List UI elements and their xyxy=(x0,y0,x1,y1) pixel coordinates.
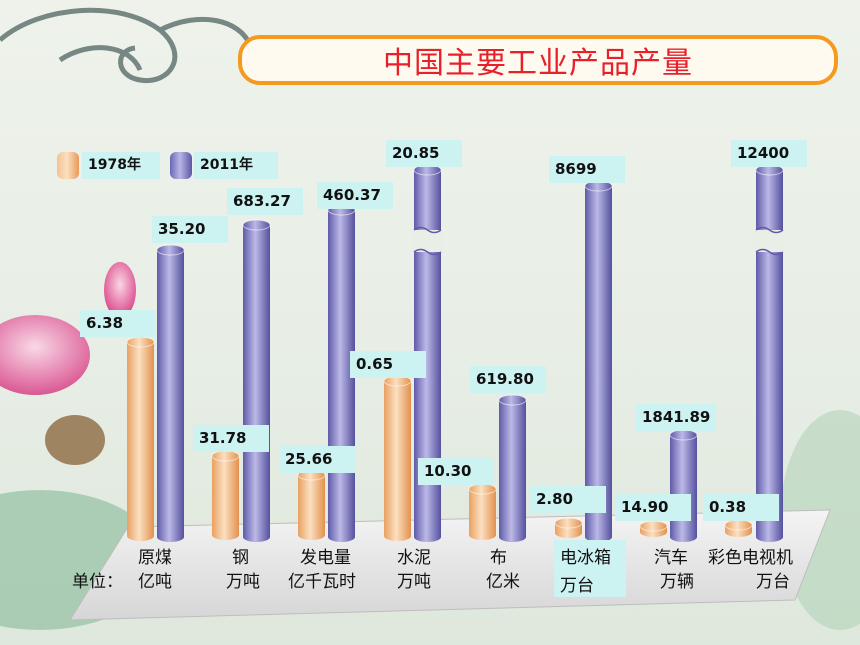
bar-2011-5 xyxy=(584,180,613,542)
legend-swatch-2011 xyxy=(170,152,192,179)
data-label-2011-2: 460.37 xyxy=(317,182,393,209)
data-label-2011-7: 12400 xyxy=(731,140,807,167)
bar-1978-6 xyxy=(639,520,668,537)
data-label-2011-4: 619.80 xyxy=(470,366,546,393)
bar-1978-1 xyxy=(211,450,240,540)
bar-1978-3 xyxy=(383,375,412,541)
category-label-3: 水泥 xyxy=(397,548,431,568)
unit-label-6: 万辆 xyxy=(660,572,694,592)
bar-2011-1 xyxy=(242,219,271,542)
category-highlight-box xyxy=(554,540,626,597)
bar-2011-7 xyxy=(754,164,785,542)
bar-2011-6 xyxy=(669,429,698,542)
cloud-swirl-ornament xyxy=(0,7,253,84)
chart-title: 中国主要工业产品产量 xyxy=(383,46,693,81)
unit-label-7: 万台 xyxy=(756,572,790,592)
unit-label-1: 万吨 xyxy=(226,572,260,592)
category-label-5: 电冰箱 xyxy=(560,548,611,568)
bar-1978-0 xyxy=(126,336,155,541)
data-label-2011-3: 20.85 xyxy=(386,140,462,167)
title-banner: 中国主要工业产品产量 xyxy=(238,35,838,85)
category-label-1: 钢 xyxy=(232,548,249,568)
data-label-2011-1: 683.27 xyxy=(227,188,303,215)
bar-1978-4 xyxy=(468,483,497,540)
category-label-4: 布 xyxy=(490,548,507,568)
category-label-0: 原煤 xyxy=(138,548,172,568)
unit-prefix-label: 单位： xyxy=(72,572,123,592)
unit-label-5: 万台 xyxy=(560,576,594,596)
data-label-1978-7: 0.38 xyxy=(703,494,779,521)
data-label-1978-4: 10.30 xyxy=(418,458,494,485)
data-label-1978-1: 31.78 xyxy=(193,425,269,452)
category-label-6: 汽车 xyxy=(654,548,688,568)
category-label-2: 发电量 xyxy=(300,548,351,568)
data-label-1978-3: 0.65 xyxy=(350,351,426,378)
bar-1978-5 xyxy=(554,517,583,538)
legend-swatch-1978 xyxy=(57,152,79,179)
legend-label-2011: 2011年 xyxy=(194,152,278,179)
bar-2011-0 xyxy=(156,244,185,542)
category-label-7: 彩色电视机 xyxy=(708,548,793,568)
lotus-flower xyxy=(0,262,136,465)
data-label-1978-0: 6.38 xyxy=(80,310,156,337)
data-label-2011-5: 8699 xyxy=(549,156,625,183)
unit-label-2: 亿千瓦时 xyxy=(288,572,356,592)
data-label-2011-0: 35.20 xyxy=(152,216,228,243)
data-label-1978-5: 2.80 xyxy=(530,486,606,513)
data-label-2011-6: 1841.89 xyxy=(636,404,717,431)
data-label-1978-2: 25.66 xyxy=(279,446,355,473)
unit-label-4: 亿米 xyxy=(486,572,520,592)
data-label-1978-6: 14.90 xyxy=(615,494,691,521)
bar-1978-2 xyxy=(297,469,326,540)
bar-2011-4 xyxy=(498,394,527,542)
unit-label-0: 亿吨 xyxy=(138,572,172,592)
bar-1978-7 xyxy=(724,519,753,537)
unit-label-3: 万吨 xyxy=(397,572,431,592)
legend-label-1978: 1978年 xyxy=(82,152,160,179)
